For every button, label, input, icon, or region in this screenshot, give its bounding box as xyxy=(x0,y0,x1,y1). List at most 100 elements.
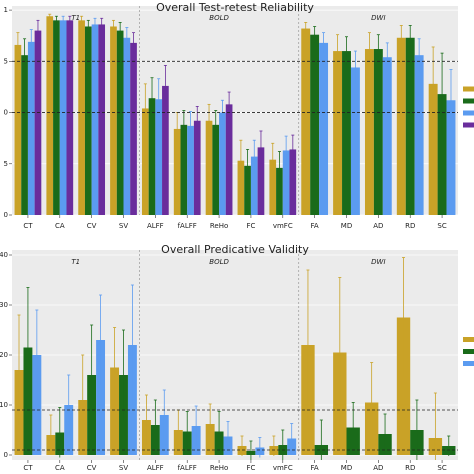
y-tick-label: 0 xyxy=(4,211,8,219)
bar xyxy=(350,67,360,215)
error-bar xyxy=(383,413,387,454)
error-bar xyxy=(153,399,157,450)
bar xyxy=(32,355,42,455)
error-bar xyxy=(239,139,243,182)
error-bar xyxy=(118,21,122,39)
error-bar xyxy=(23,38,27,72)
error-bar xyxy=(81,354,85,445)
x-tick-label: ALFF xyxy=(147,464,164,472)
error-bar xyxy=(214,110,218,140)
bar xyxy=(66,20,74,215)
group-label: BOLD xyxy=(209,14,229,22)
bar xyxy=(155,99,163,215)
error-bar xyxy=(195,106,199,136)
x-tick-label: AD xyxy=(373,464,383,472)
error-bar xyxy=(208,403,212,444)
error-bar xyxy=(99,294,103,385)
error-bar xyxy=(144,394,148,445)
bar xyxy=(225,104,233,215)
error-bar xyxy=(182,110,186,140)
error-bar xyxy=(17,314,21,425)
chart: 0 10 20 30 40 T1 BOLD DWI CT CA CV SV ALFF fALFF ReHo F… xyxy=(0,243,474,472)
x-tick-label: ReHo xyxy=(210,222,228,230)
error-bar xyxy=(306,269,310,420)
bar xyxy=(219,112,226,215)
bar xyxy=(110,26,117,215)
error-bar xyxy=(252,139,256,173)
error-bar xyxy=(271,142,275,177)
error-bar xyxy=(417,38,421,72)
bar xyxy=(237,160,245,215)
bar xyxy=(396,317,411,455)
x-tick-label: CT xyxy=(23,464,33,472)
error-bar xyxy=(447,435,451,456)
bar xyxy=(110,367,120,455)
bar xyxy=(428,83,438,215)
y-tick-label: 5 xyxy=(4,160,8,168)
error-bar xyxy=(291,134,295,164)
error-bar xyxy=(16,32,20,58)
error-bar xyxy=(26,287,30,408)
error-bar xyxy=(162,389,166,440)
bar xyxy=(301,28,311,215)
error-bar xyxy=(93,17,97,31)
error-bar xyxy=(217,411,221,452)
error-bar xyxy=(143,83,147,134)
y-tick-label: 20 xyxy=(0,351,8,359)
x-tick-label: ReHo xyxy=(210,464,228,472)
bar xyxy=(123,37,131,215)
x-tick-label: fALFF xyxy=(178,222,197,230)
error-bar xyxy=(80,15,84,25)
error-bar xyxy=(58,407,62,458)
error-bar xyxy=(313,26,317,43)
bar xyxy=(405,37,415,215)
error-bar xyxy=(100,17,104,31)
x-tick-label: SC xyxy=(437,222,446,230)
error-bar xyxy=(385,42,389,72)
bar xyxy=(205,120,213,215)
x-tick-label: vmFC xyxy=(273,464,293,472)
x-tick-label: SV xyxy=(119,222,128,230)
group-label: DWI xyxy=(371,14,385,22)
error-bar xyxy=(163,65,167,107)
bar xyxy=(446,100,456,215)
error-bar xyxy=(49,414,53,455)
x-tick-label: MD xyxy=(341,222,352,230)
error-bar xyxy=(68,15,72,25)
bars xyxy=(14,13,456,215)
bar xyxy=(212,124,220,215)
error-bar xyxy=(336,34,340,68)
chart-title: Overall Test-retest Reliability xyxy=(156,1,314,14)
bar xyxy=(396,37,406,215)
x-tick-label: CV xyxy=(87,222,97,230)
bar xyxy=(21,55,28,215)
error-bar xyxy=(338,277,342,428)
bar xyxy=(46,16,54,215)
error-bar xyxy=(322,32,326,54)
bar xyxy=(96,340,106,455)
error-bar xyxy=(150,77,154,119)
error-bar xyxy=(54,15,58,25)
bar xyxy=(34,30,42,215)
bar xyxy=(342,51,351,215)
error-bar xyxy=(86,19,90,33)
error-bar xyxy=(132,32,136,54)
error-bar xyxy=(449,69,453,131)
error-bar xyxy=(319,419,323,460)
error-bar xyxy=(36,19,40,41)
bar xyxy=(250,156,258,215)
error-bar xyxy=(67,374,71,435)
x-tick-label: SC xyxy=(437,464,446,472)
error-bar xyxy=(185,411,189,452)
error-bar xyxy=(246,149,250,183)
bar xyxy=(14,44,22,215)
bar xyxy=(116,30,124,215)
bar xyxy=(244,165,251,215)
error-bar xyxy=(130,284,134,405)
x-tick-label: CA xyxy=(55,222,65,230)
error-bar xyxy=(258,437,262,458)
error-bar xyxy=(35,309,39,400)
x-tick-label: MD xyxy=(341,464,352,472)
group-label: DWI xyxy=(371,258,385,266)
error-bar xyxy=(48,13,52,19)
